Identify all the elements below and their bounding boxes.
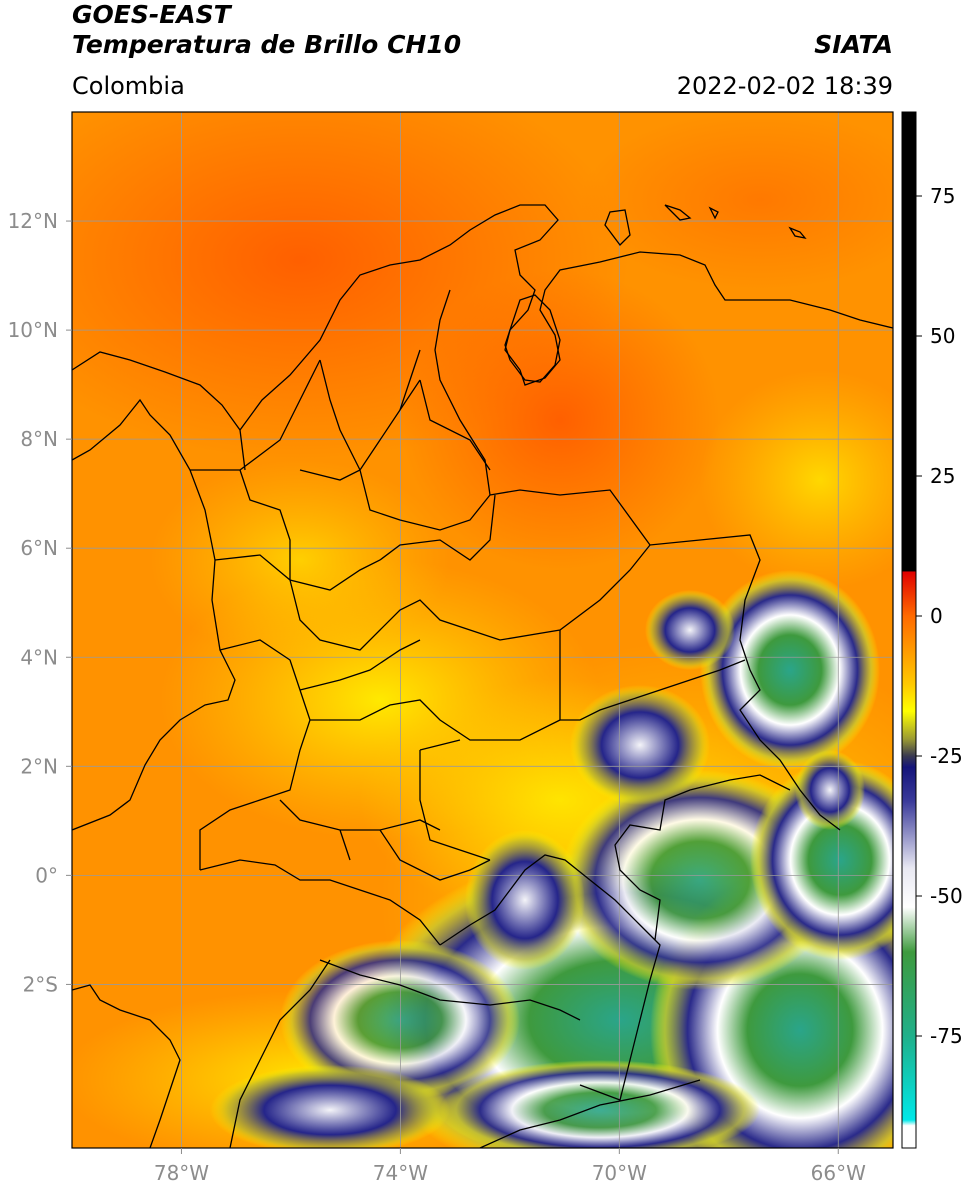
border-colombia-ecuador: [199, 859, 441, 946]
colorbar-ticks: 75 50 25 0 -25 -50 -75: [916, 184, 963, 1048]
internal-2: [214, 494, 651, 651]
lat-tick-label: 0°: [35, 863, 58, 887]
aruba-curacao: [604, 204, 807, 246]
lon-tick-labels: 78°W 74°W 70°W 66°W: [154, 1148, 866, 1185]
lon-tick-label: 74°W: [373, 1161, 428, 1185]
lat-tick-label: 2°S: [23, 972, 58, 996]
product-title: Temperatura de Brillo CH10: [72, 30, 462, 59]
satellite-title: GOES-EAST: [72, 0, 231, 29]
colorbar-tick-label: 25: [930, 464, 955, 488]
lat-tick-labels: 12°N 10°N 8°N 6°N 4°N 2°N 0° 2°S: [8, 209, 72, 996]
brightness-field: [72, 112, 893, 1148]
lon-tick-label: 66°W: [811, 1161, 866, 1185]
border-colombia-peru: [439, 854, 661, 1101]
internal-1: [190, 289, 491, 531]
colorbar-tick-label: 50: [930, 324, 955, 348]
lat-tick-label: 4°N: [20, 645, 58, 669]
lat-tick-label: 6°N: [20, 536, 58, 560]
borders: [72, 204, 893, 1148]
lon-tick-label: 70°W: [592, 1161, 647, 1185]
border-colombia-venezuela: [489, 489, 841, 831]
timestamp-label: 2022-02-02 18:39: [676, 72, 893, 100]
lat-tick-label: 10°N: [8, 318, 58, 342]
colorbar-tick-label: -25: [930, 744, 963, 768]
border-colombia-brazil: [614, 774, 791, 941]
internal-5: [239, 349, 421, 580]
internal-3: [199, 630, 561, 870]
colorbar-tick-label: -50: [930, 884, 963, 908]
border-ecuador-peru-west: [229, 959, 331, 1148]
coastline-pacific-south: [72, 984, 181, 1148]
border-peru-brazil: [479, 1079, 701, 1148]
coastline-pacific: [72, 398, 236, 831]
region-label: Colombia: [72, 72, 185, 100]
coastline-caribbean: [72, 204, 893, 432]
internal-4: [279, 659, 746, 881]
colorbar: [902, 112, 916, 1148]
brand-label: SIATA: [814, 30, 893, 59]
lat-tick-label: 2°N: [20, 754, 58, 778]
border-peru-ecuador: [319, 959, 581, 1021]
colorbar-tick-label: 0: [930, 604, 943, 628]
graticule: [72, 112, 893, 1148]
map-frame: [71, 111, 894, 1149]
lake-maracaibo: [504, 294, 561, 383]
lon-tick-label: 78°W: [154, 1161, 209, 1185]
lat-tick-label: 8°N: [20, 427, 58, 451]
lat-tick-label: 12°N: [8, 209, 58, 233]
colorbar-tick-label: -75: [930, 1024, 963, 1048]
colorbar-tick-label: 75: [930, 184, 955, 208]
colorbar-frame: [901, 111, 917, 1149]
